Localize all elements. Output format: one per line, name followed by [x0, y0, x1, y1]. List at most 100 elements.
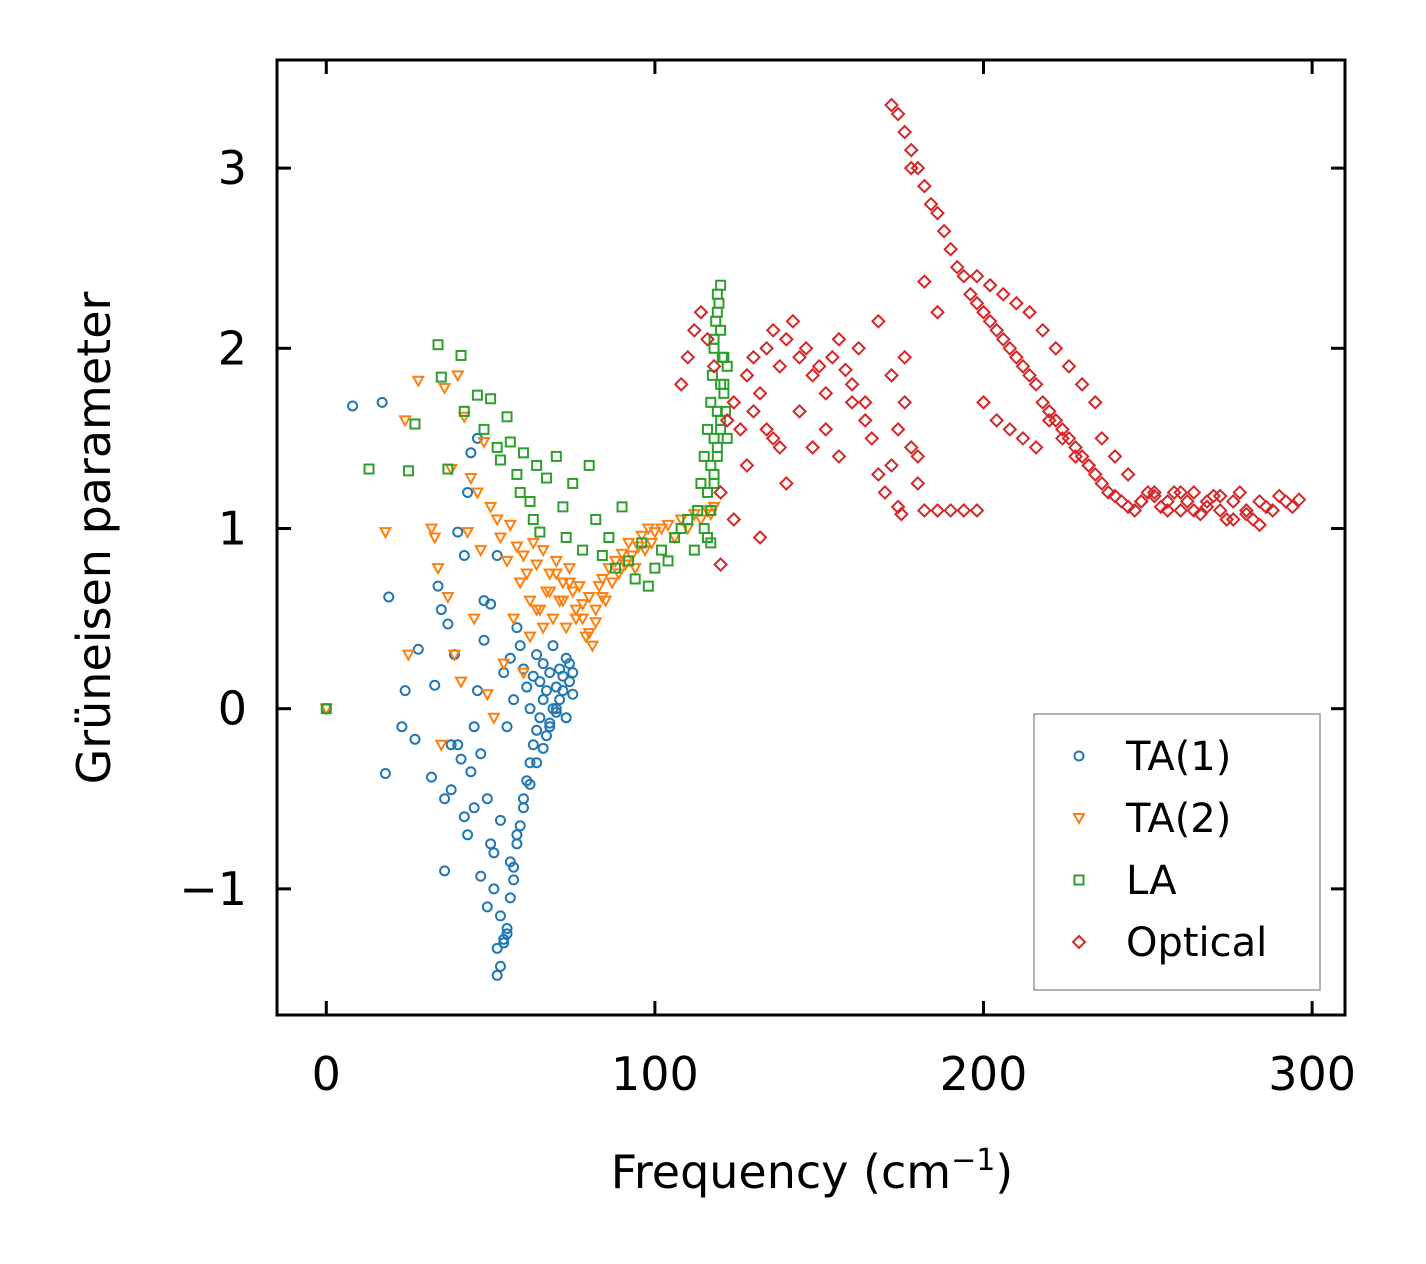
legend: TA(1) TA(2) LA Optical: [1033, 713, 1321, 991]
data-point: [585, 640, 600, 653]
data-point: [877, 485, 893, 500]
data-point: [1186, 503, 1202, 518]
data-point: [524, 703, 536, 715]
data-point: [524, 757, 536, 769]
data-point: [1015, 358, 1031, 374]
data-point: [516, 550, 531, 563]
data-point: [445, 784, 457, 796]
data-point: [1166, 485, 1182, 500]
data-point: [1028, 439, 1044, 455]
data-point: [582, 591, 596, 605]
data-point: [537, 658, 549, 670]
data-point: [1081, 458, 1097, 473]
data-point: [398, 415, 412, 428]
legend-entry: LA: [1073, 858, 1177, 904]
data-point: [675, 522, 687, 534]
data-point: [890, 499, 906, 515]
data-point: [621, 537, 636, 550]
axis-ticks: 0 100 200 300 −1 0 1 2 3: [179, 60, 1356, 1101]
data-point: [615, 548, 629, 561]
x-axis-label: Frequency (cm−1): [611, 1143, 1014, 1199]
data-point: [752, 530, 768, 545]
data-point: [1199, 494, 1215, 509]
data-point: [811, 358, 827, 374]
data-point: [1100, 485, 1116, 500]
data-point: [562, 577, 577, 590]
data-point: [523, 631, 537, 644]
data-point: [1087, 467, 1103, 482]
data-point: [1061, 358, 1077, 374]
data-point: [778, 331, 794, 347]
data-point: [1285, 499, 1300, 515]
data-point: [468, 802, 480, 814]
data-point: [1028, 376, 1044, 392]
data-point: [465, 447, 477, 459]
data-point: [485, 838, 497, 850]
data-point: [718, 387, 730, 399]
data-point: [560, 652, 572, 664]
legend-entry: TA(1): [1073, 734, 1231, 780]
legend-label: Optical: [1126, 920, 1267, 966]
series-TA(1): [320, 396, 579, 981]
data-point: [1074, 449, 1090, 464]
y-tick-label: 0: [218, 682, 247, 736]
data-point: [708, 333, 720, 345]
data-point: [516, 667, 531, 680]
data-point: [890, 421, 906, 437]
data-point: [347, 400, 359, 412]
data-point: [494, 454, 506, 466]
data-point: [508, 874, 520, 886]
data-point: [818, 421, 834, 437]
data-point: [412, 643, 424, 655]
data-point: [1140, 485, 1156, 500]
data-point: [910, 449, 926, 464]
data-point: [399, 685, 411, 697]
data-point: [396, 721, 408, 733]
data-point: [721, 432, 733, 444]
data-point: [435, 604, 447, 616]
data-point: [746, 349, 761, 365]
data-point: [320, 703, 332, 715]
data-point: [572, 581, 587, 594]
data-point: [765, 322, 781, 338]
data-point: [544, 717, 556, 729]
data-point: [1212, 488, 1228, 504]
data-point: [897, 349, 913, 365]
data-point: [772, 439, 788, 455]
data-point: [1120, 467, 1136, 482]
data-point: [540, 472, 552, 484]
data-point: [536, 622, 550, 635]
data-point: [1094, 430, 1110, 446]
data-point: [662, 555, 674, 567]
data-point: [1160, 494, 1175, 509]
data-point: [477, 437, 491, 450]
axes-frame: [275, 58, 1347, 1017]
data-point: [467, 613, 481, 626]
data-point: [521, 681, 533, 693]
data-point: [504, 436, 516, 448]
data-point: [956, 503, 972, 518]
data-point: [547, 640, 559, 652]
data-point: [437, 382, 452, 396]
data-point: [409, 418, 421, 430]
data-point: [575, 613, 590, 626]
data-point: [1035, 394, 1051, 410]
data-point: [462, 829, 474, 841]
data-point: [527, 670, 539, 682]
data-point: [884, 97, 899, 113]
data-point: [831, 331, 847, 347]
legend-entry: Optical: [1071, 920, 1267, 966]
x-tick-label: 200: [940, 1047, 1028, 1101]
data-point: [577, 544, 589, 556]
data-point: [1015, 430, 1031, 446]
data-point: [890, 106, 906, 122]
data-point: [491, 969, 503, 981]
data-point: [503, 519, 518, 532]
data-point: [457, 411, 472, 424]
data-point: [471, 389, 483, 401]
data-point: [969, 503, 985, 518]
data-point: [517, 447, 529, 459]
data-point: [711, 450, 723, 462]
data-point: [1265, 503, 1281, 518]
